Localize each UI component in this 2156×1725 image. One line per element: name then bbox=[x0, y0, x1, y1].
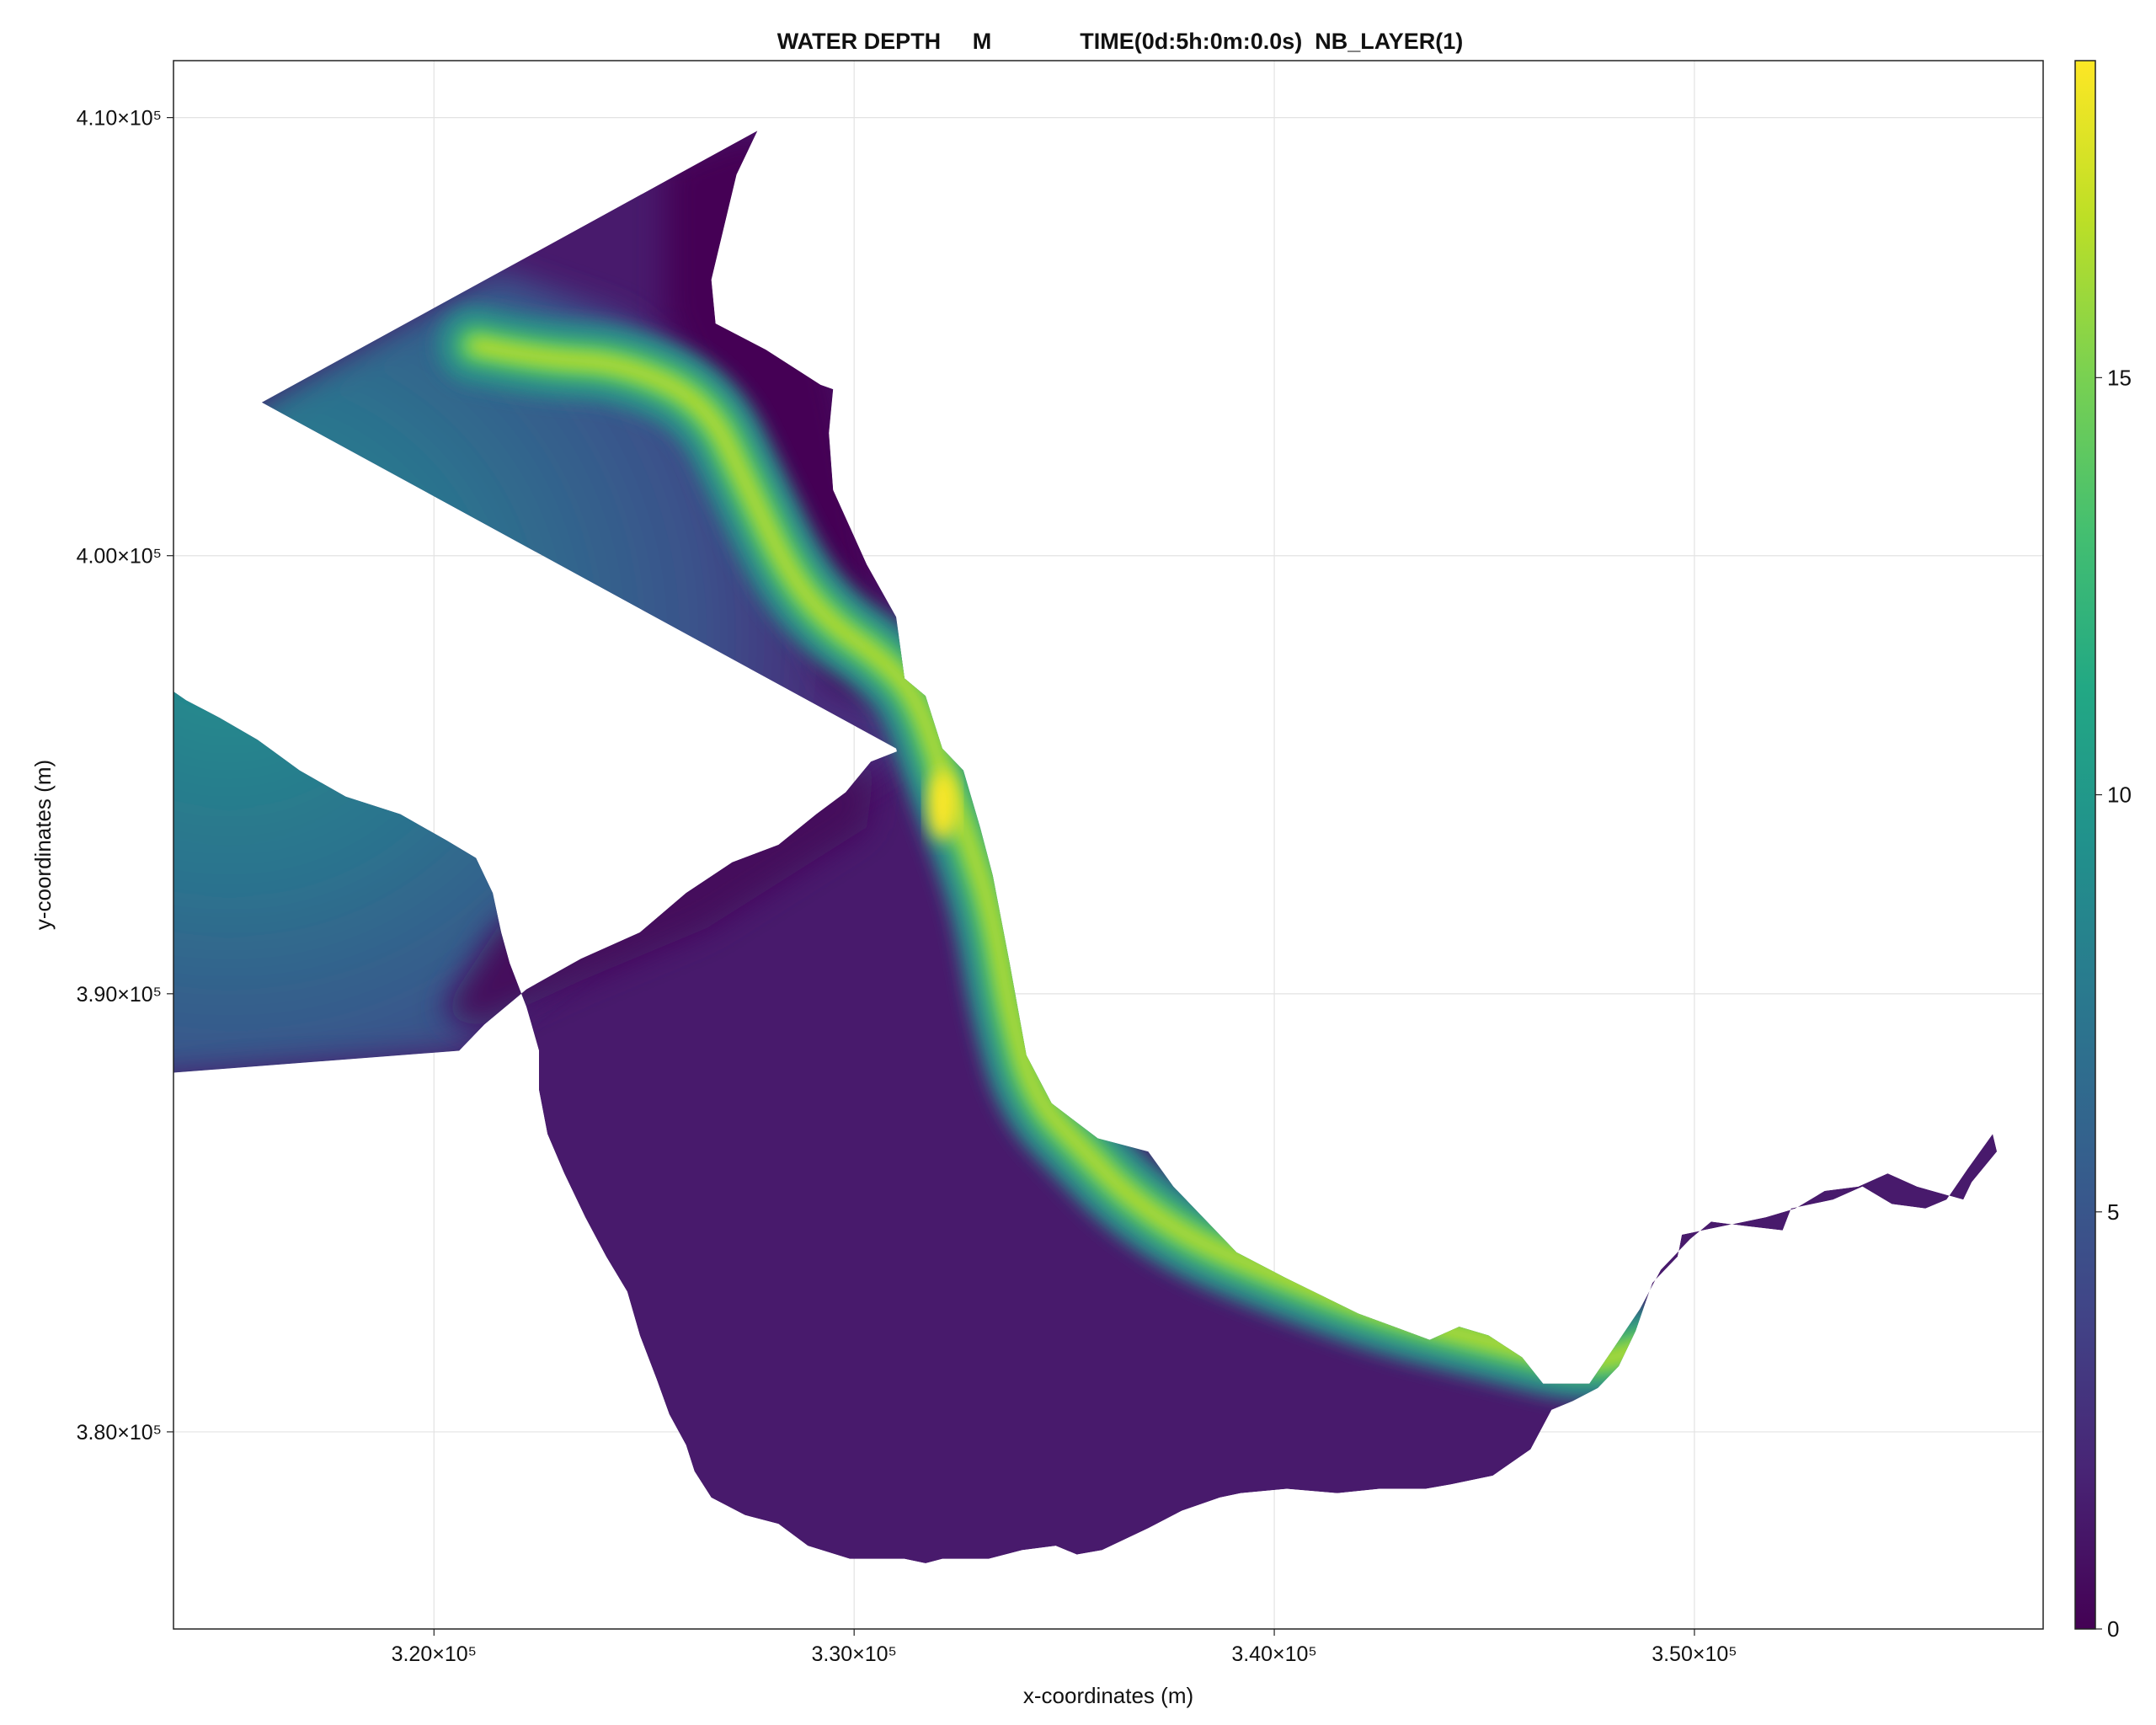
x-tick-label: 3.20×10⁵ bbox=[392, 1642, 477, 1666]
colorbar-ticks: 0 5 10 15 bbox=[2095, 365, 2132, 1642]
x-tick-label: 3.30×10⁵ bbox=[811, 1642, 896, 1666]
x-axis: 3.20×10⁵ 3.30×10⁵ 3.40×10⁵ 3.50×10⁵ bbox=[392, 1629, 1737, 1666]
colorbar-gradient bbox=[2074, 60, 2096, 1630]
x-axis-label: x-coordinates (m) bbox=[1023, 1683, 1193, 1708]
colorbar-tick-label: 15 bbox=[2107, 365, 2132, 390]
x-tick-label: 3.50×10⁵ bbox=[1652, 1642, 1737, 1666]
y-tick-label: 4.00×10⁵ bbox=[77, 545, 162, 569]
y-tick-label: 3.80×10⁵ bbox=[77, 1421, 162, 1445]
max-depth-spot bbox=[926, 770, 958, 841]
y-axis: 3.80×10⁵ 3.90×10⁵ 4.00×10⁵ 4.10×10⁵ bbox=[77, 107, 173, 1445]
x-tick-label: 3.40×10⁵ bbox=[1231, 1642, 1316, 1666]
colorbar-tick-label: 0 bbox=[2107, 1616, 2119, 1642]
colorbar: 0 5 10 15 bbox=[2074, 60, 2132, 1642]
colorbar-tick-label: 5 bbox=[2107, 1199, 2119, 1225]
y-tick-label: 3.90×10⁵ bbox=[77, 983, 162, 1007]
y-axis-label: y-coordinates (m) bbox=[30, 760, 56, 930]
y-tick-label: 4.10×10⁵ bbox=[77, 107, 162, 131]
plot-frame bbox=[173, 60, 2044, 1630]
chart-title: WATER DEPTH M TIME(0d:5h:0m:0.0s) NB_LAY… bbox=[777, 29, 1464, 54]
colorbar-tick-label: 10 bbox=[2107, 782, 2132, 808]
